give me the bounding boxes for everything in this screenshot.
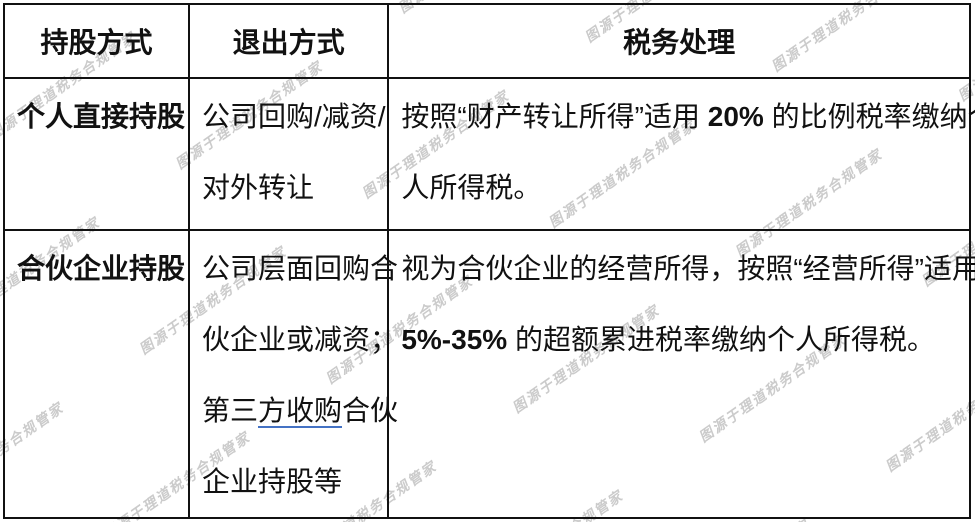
- exit-method-line: 伙企业或减资；: [201, 324, 398, 355]
- cell-exit-partnership: 公司层面回购合 伙企业或减资； 第三方收购合伙 企业持股等: [187, 229, 398, 519]
- tax-text-segment: 的比例税率缴纳个: [763, 101, 975, 132]
- cell-tax-partnership: 视为合伙企业的经营所得，按照“经营所得”适用 5%-35% 的超额累进税率缴纳个…: [387, 229, 975, 519]
- exit-method-line: 企业持股等: [201, 466, 342, 497]
- tax-text-segment: 的超额累进税率缴纳个人所得税。: [507, 324, 935, 355]
- tax-treatment-table: 持股方式 退出方式 税务处理 个人直接持股 公司回购/减资/ 对外转让 按照“财…: [3, 3, 975, 519]
- exit-method-line: 公司回购/减资/: [201, 101, 386, 132]
- tax-treatment-line: 按照“财产转让所得”适用 20% 的比例税率缴纳个: [401, 81, 975, 152]
- header-exit-method: 退出方式: [187, 3, 390, 79]
- header-holding-method: 持股方式: [3, 3, 190, 79]
- grammar-underlined-text: 方收购: [257, 395, 342, 428]
- tax-treatment-line: 人所得税。: [401, 172, 542, 203]
- tax-treatment-line: 5%-35% 的超额累进税率缴纳个人所得税。: [401, 304, 959, 375]
- holding-method-label: 合伙企业持股: [17, 253, 186, 284]
- cell-holding-partnership: 合伙企业持股: [3, 229, 190, 519]
- tax-text-segment: 按照“财产转让所得”适用: [401, 101, 708, 132]
- header-tax-treatment: 税务处理: [387, 3, 971, 79]
- holding-method-label: 个人直接持股: [17, 101, 186, 132]
- row-partnership-holding: 合伙企业持股 公司层面回购合 伙企业或减资； 第三方收购合伙 企业持股等 视为合…: [3, 229, 975, 519]
- exit-text-segment: 第三: [201, 395, 258, 426]
- exit-method-line: 公司层面回购合: [201, 253, 398, 284]
- tax-rate-value: 20%: [707, 101, 764, 132]
- exit-method-line: 第三方收购合伙: [201, 375, 398, 446]
- exit-method-line: 对外转让: [201, 172, 314, 203]
- tax-rate-value: 5%-35%: [401, 324, 508, 355]
- exit-text-segment: 合伙: [342, 395, 399, 426]
- cell-tax-individual: 按照“财产转让所得”适用 20% 的比例税率缴纳个 人所得税。: [387, 77, 975, 231]
- cell-exit-individual: 公司回购/减资/ 对外转让: [187, 77, 390, 231]
- cell-holding-individual: 个人直接持股: [3, 77, 190, 231]
- row-individual-direct-holding: 个人直接持股 公司回购/减资/ 对外转让 按照“财产转让所得”适用 20% 的比…: [3, 77, 975, 231]
- header-row: 持股方式 退出方式 税务处理: [3, 3, 971, 79]
- tax-treatment-line: 视为合伙企业的经营所得，按照“经营所得”适用: [401, 253, 975, 284]
